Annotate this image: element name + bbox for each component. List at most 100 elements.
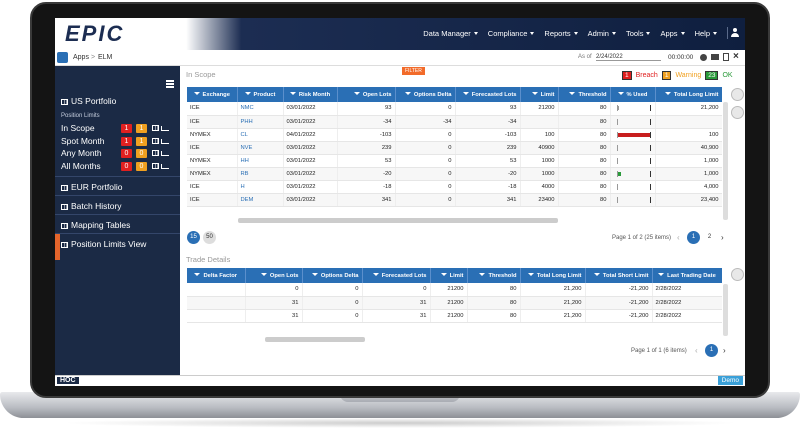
column-header[interactable]: Forecasted Lots (362, 268, 431, 283)
column-header[interactable]: Exchange (187, 87, 238, 102)
page-number[interactable]: 1 (687, 231, 700, 244)
row[interactable]: NYMEX RB 03/01/2022 -20 0 -20 1000 80 1,000 (187, 167, 722, 181)
row[interactable]: NYMEX CL 04/01/2022 -103 0 -103 100 80 100 (187, 128, 722, 142)
column-header[interactable]: Open Lots (337, 87, 396, 102)
pct-tick (616, 196, 618, 203)
row[interactable]: ICE NVE 03/01/2022 239 0 239 40900 80 40,900 (187, 141, 722, 155)
column-header[interactable]: Limit (430, 268, 468, 283)
page-number[interactable]: 2 (707, 234, 712, 240)
breadcrumb[interactable]: Apps (73, 54, 89, 61)
nav-item[interactable]: Mapping Tables (55, 214, 180, 233)
mail-icon[interactable] (711, 54, 719, 60)
column-header[interactable]: Forecasted Lots (455, 87, 521, 102)
page-number[interactable]: 1 (705, 344, 718, 357)
menu-icon[interactable] (166, 86, 174, 88)
column-header[interactable]: Options Delta (395, 87, 456, 102)
column-header[interactable]: Risk Month (283, 87, 338, 102)
cell[interactable]: NMC (237, 102, 284, 116)
refresh-button[interactable] (731, 88, 744, 101)
column-header[interactable]: Open Lots (245, 268, 303, 283)
column-header[interactable]: Last Trading Date (652, 268, 722, 283)
v-scrollbar[interactable] (723, 284, 728, 336)
menu-item[interactable]: Compliance (488, 29, 535, 38)
cell: 21200 (430, 283, 468, 297)
cell[interactable]: HH (237, 154, 284, 168)
cell: NYMEX (187, 154, 238, 168)
menu-icon[interactable] (166, 83, 174, 85)
row[interactable]: ICE DEM 03/01/2022 341 0 341 23400 80 23,400 (187, 193, 722, 207)
cell: 80 (467, 309, 521, 323)
row[interactable]: 0 0 0 21200 80 21,200 -21,200 2/28/2022 (187, 283, 722, 297)
cell[interactable]: CL (237, 128, 284, 142)
column-header[interactable]: Delta Factor (187, 268, 246, 283)
cell[interactable]: RB (237, 167, 284, 181)
portfolio[interactable]: US Portfolio (61, 96, 116, 106)
limit-label[interactable]: Spot Month (61, 135, 105, 146)
column-header[interactable]: Total Long Limit (520, 268, 586, 283)
row[interactable]: NYMEX HH 03/01/2022 53 0 53 1000 80 1,000 (187, 154, 722, 168)
date[interactable]: 2/24/2022 (596, 54, 661, 61)
menu-item[interactable]: Apps (660, 29, 684, 38)
pct-threshold (649, 131, 651, 138)
column-header[interactable]: Threshold (467, 268, 521, 283)
cell[interactable]: NVE (237, 141, 284, 155)
column-header[interactable]: Threshold (558, 87, 611, 102)
menu-item[interactable]: Data Manager (423, 29, 478, 38)
h-scrollbar[interactable] (265, 337, 365, 342)
nav-item[interactable]: EUR Portfolio (55, 176, 180, 195)
time: 00:00:00 (668, 54, 694, 61)
column-header[interactable]: Limit (520, 87, 559, 102)
prev[interactable]: ‹ (677, 233, 680, 242)
column-header[interactable]: Total Short Limit (585, 268, 653, 283)
next[interactable]: › (721, 233, 724, 242)
limit-label[interactable]: Any Month (61, 148, 102, 158)
page-size[interactable]: 50 (203, 231, 216, 244)
menu-item[interactable]: Tools (626, 29, 651, 38)
chart-icon (161, 126, 169, 131)
user-icon[interactable] (727, 27, 739, 39)
cell[interactable]: H (237, 180, 284, 194)
cell (655, 115, 722, 129)
cell: 21,200 (520, 309, 586, 323)
row[interactable]: 31 0 31 21200 80 21,200 -21,200 2/28/2022 (187, 296, 722, 310)
page-size[interactable]: 15 (187, 231, 200, 244)
cell: -21,200 (585, 309, 653, 323)
filter-button[interactable] (731, 106, 744, 119)
menu-item[interactable]: Help (695, 29, 717, 38)
cell: 4000 (520, 180, 559, 194)
filter-tag[interactable]: FILTER (402, 67, 425, 75)
cell: ICE (187, 180, 238, 194)
close-icon[interactable]: × (733, 51, 739, 62)
column-header[interactable]: Total Long Limit (655, 87, 722, 102)
menu-item[interactable]: Reports (544, 29, 577, 38)
row[interactable]: ICE H 03/01/2022 -18 0 -18 4000 80 4,000 (187, 180, 722, 194)
menu-item[interactable]: Admin (588, 29, 616, 38)
nav-item[interactable]: Position Limits View (55, 233, 180, 252)
limit-label[interactable]: All Months (61, 160, 101, 171)
cell[interactable]: DEM (237, 193, 284, 207)
home-icon[interactable] (57, 52, 68, 63)
column-header[interactable]: Options Delta (302, 268, 363, 283)
next[interactable]: › (723, 346, 726, 355)
filter-button[interactable] (731, 268, 744, 281)
side-tab[interactable] (55, 234, 60, 260)
column-header[interactable]: % Used (610, 87, 656, 102)
row[interactable]: ICE NMC 03/01/2022 93 0 93 21200 80 21,200 (187, 102, 722, 116)
cell: 23400 (520, 193, 559, 207)
limit-label[interactable]: In Scope (61, 123, 95, 133)
v-scrollbar[interactable] (723, 102, 728, 220)
cell: 0 (302, 309, 363, 323)
settings-icon[interactable] (700, 54, 707, 61)
prev[interactable]: ‹ (695, 346, 698, 355)
export-icon[interactable] (723, 53, 729, 61)
pct-track (614, 116, 652, 128)
nav-item[interactable]: Batch History (55, 195, 180, 214)
column-header[interactable]: Product (237, 87, 284, 102)
cell[interactable]: PHH (237, 115, 284, 129)
row[interactable]: ICE PHH 03/01/2022 -34 -34 -34 80 (187, 115, 722, 129)
cell: NYMEX (187, 167, 238, 181)
cell: 53 (337, 154, 396, 168)
menu-icon[interactable] (166, 80, 174, 82)
row[interactable]: 31 0 31 21200 80 21,200 -21,200 2/28/2022 (187, 309, 722, 323)
h-scrollbar[interactable] (238, 218, 558, 223)
